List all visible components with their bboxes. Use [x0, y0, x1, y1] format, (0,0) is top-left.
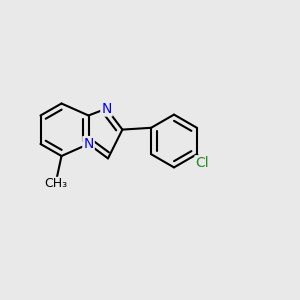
Text: CH₃: CH₃ [44, 177, 67, 190]
Text: N: N [83, 137, 94, 151]
Text: Cl: Cl [196, 156, 209, 170]
Text: N: N [101, 102, 112, 116]
